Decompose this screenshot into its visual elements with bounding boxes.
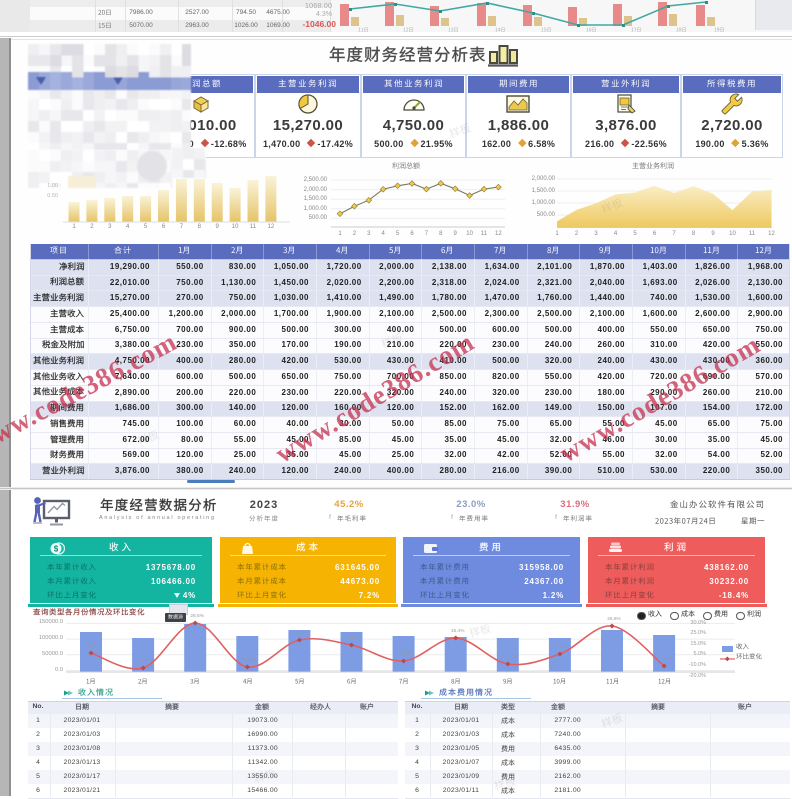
svg-text:$: $ [54, 544, 59, 553]
